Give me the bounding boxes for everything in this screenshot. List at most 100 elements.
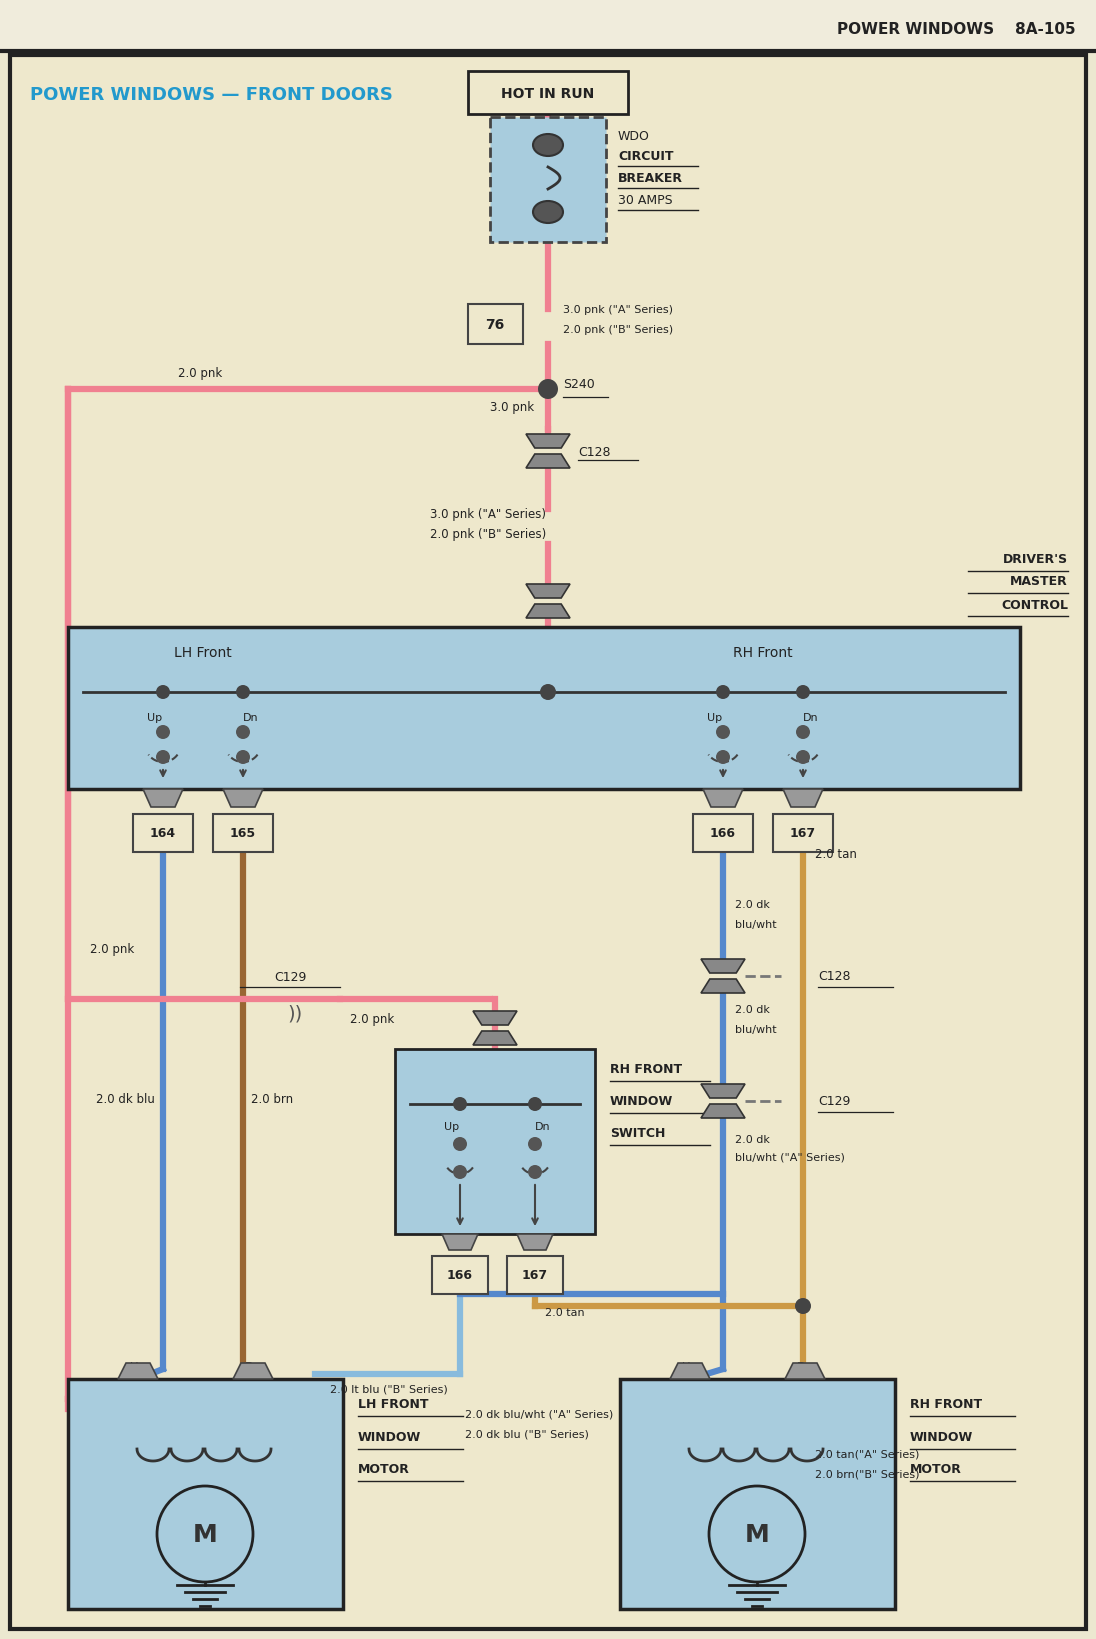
Text: HOT IN RUN: HOT IN RUN <box>501 87 595 100</box>
Text: 2.0 dk blu: 2.0 dk blu <box>96 1093 155 1106</box>
Circle shape <box>156 726 170 739</box>
Text: 2.0 brn("B" Series): 2.0 brn("B" Series) <box>815 1469 920 1478</box>
Text: Up: Up <box>445 1121 459 1131</box>
Text: Up: Up <box>130 1360 146 1373</box>
Circle shape <box>453 1137 467 1151</box>
Text: Up: Up <box>707 713 722 723</box>
Text: C129: C129 <box>274 970 306 983</box>
Circle shape <box>453 1165 467 1180</box>
Polygon shape <box>701 980 745 993</box>
Circle shape <box>716 726 730 739</box>
Bar <box>68 1378 343 1609</box>
Polygon shape <box>142 790 183 808</box>
Text: 2.0 pnk: 2.0 pnk <box>178 365 222 379</box>
Text: POWER WINDOWS    8A-105: POWER WINDOWS 8A-105 <box>837 23 1076 38</box>
Polygon shape <box>701 1105 745 1118</box>
Text: Dn: Dn <box>244 1360 261 1373</box>
Text: 76: 76 <box>486 318 504 331</box>
Polygon shape <box>222 790 263 808</box>
Circle shape <box>796 685 810 700</box>
Circle shape <box>796 751 810 764</box>
Text: 3.0 pnk: 3.0 pnk <box>490 402 534 415</box>
Bar <box>68 628 1020 790</box>
Text: Dn: Dn <box>797 1360 813 1373</box>
Polygon shape <box>783 790 823 808</box>
Text: 2.0 pnk: 2.0 pnk <box>90 942 134 956</box>
Bar <box>468 72 628 115</box>
Bar <box>490 118 606 243</box>
Text: WINDOW: WINDOW <box>358 1431 421 1444</box>
Circle shape <box>716 685 730 700</box>
Polygon shape <box>526 585 570 598</box>
Text: 2.0 dk blu ("B" Series): 2.0 dk blu ("B" Series) <box>465 1429 589 1439</box>
Circle shape <box>540 685 556 700</box>
Bar <box>693 815 753 852</box>
Circle shape <box>236 751 250 764</box>
Circle shape <box>156 751 170 764</box>
Text: 2.0 brn: 2.0 brn <box>251 1093 293 1106</box>
Polygon shape <box>442 1234 478 1251</box>
Polygon shape <box>785 1364 825 1378</box>
Text: )): )) <box>287 1003 302 1023</box>
Circle shape <box>716 751 730 764</box>
Text: DRIVER'S: DRIVER'S <box>1003 552 1068 565</box>
Text: RH FRONT: RH FRONT <box>910 1398 982 1411</box>
Text: 30 AMPS: 30 AMPS <box>618 193 673 207</box>
Text: Up: Up <box>148 713 162 723</box>
Text: WINDOW: WINDOW <box>910 1431 973 1444</box>
Circle shape <box>795 1298 811 1314</box>
Circle shape <box>236 685 250 700</box>
Text: blu/wht ("A" Series): blu/wht ("A" Series) <box>735 1152 845 1162</box>
Circle shape <box>453 1098 467 1111</box>
Text: 2.0 lt blu ("B" Series): 2.0 lt blu ("B" Series) <box>330 1385 448 1395</box>
Polygon shape <box>118 1364 158 1378</box>
Text: 2.0 tan("A" Series): 2.0 tan("A" Series) <box>815 1449 920 1459</box>
Text: blu/wht: blu/wht <box>735 919 777 929</box>
Text: 164: 164 <box>150 828 176 839</box>
Polygon shape <box>701 1085 745 1098</box>
Text: 3.0 pnk ("A" Series): 3.0 pnk ("A" Series) <box>430 508 546 521</box>
Polygon shape <box>473 1011 517 1026</box>
Text: Dn: Dn <box>535 1121 551 1131</box>
Bar <box>432 1255 488 1295</box>
Text: BREAKER: BREAKER <box>618 172 683 184</box>
Text: WDO: WDO <box>618 129 650 143</box>
Polygon shape <box>517 1234 553 1251</box>
Text: C129: C129 <box>818 1095 850 1108</box>
Bar <box>133 815 193 852</box>
Polygon shape <box>526 454 570 469</box>
Text: 2.0 tan: 2.0 tan <box>815 847 857 860</box>
Polygon shape <box>701 959 745 974</box>
Circle shape <box>528 1098 543 1111</box>
Text: 2.0 dk: 2.0 dk <box>735 900 769 910</box>
Polygon shape <box>473 1031 517 1046</box>
Polygon shape <box>526 605 570 618</box>
Ellipse shape <box>533 202 563 225</box>
Circle shape <box>528 1165 543 1180</box>
Text: 2.0 dk: 2.0 dk <box>735 1134 769 1144</box>
Text: 166: 166 <box>447 1269 473 1282</box>
Bar <box>620 1378 895 1609</box>
Bar <box>395 1049 595 1234</box>
Text: C128: C128 <box>818 970 850 983</box>
Ellipse shape <box>533 134 563 157</box>
Circle shape <box>157 1487 253 1582</box>
Text: RH Front: RH Front <box>733 646 792 659</box>
Bar <box>468 305 523 344</box>
Bar <box>213 815 273 852</box>
Text: 2.0 pnk ("B" Series): 2.0 pnk ("B" Series) <box>563 325 673 334</box>
Circle shape <box>236 726 250 739</box>
Text: WINDOW: WINDOW <box>610 1095 673 1108</box>
Text: blu/wht: blu/wht <box>735 1024 777 1034</box>
Text: C128: C128 <box>578 446 610 459</box>
Polygon shape <box>526 434 570 449</box>
Text: CONTROL: CONTROL <box>1001 600 1068 611</box>
Text: LH Front: LH Front <box>174 646 232 659</box>
Text: 3.0 pnk ("A" Series): 3.0 pnk ("A" Series) <box>563 305 673 315</box>
Text: Dn: Dn <box>803 713 819 723</box>
Circle shape <box>709 1487 804 1582</box>
Text: M: M <box>193 1523 217 1546</box>
Polygon shape <box>670 1364 710 1378</box>
Text: 2.0 pnk ("B" Series): 2.0 pnk ("B" Series) <box>430 528 546 541</box>
Circle shape <box>538 380 558 400</box>
